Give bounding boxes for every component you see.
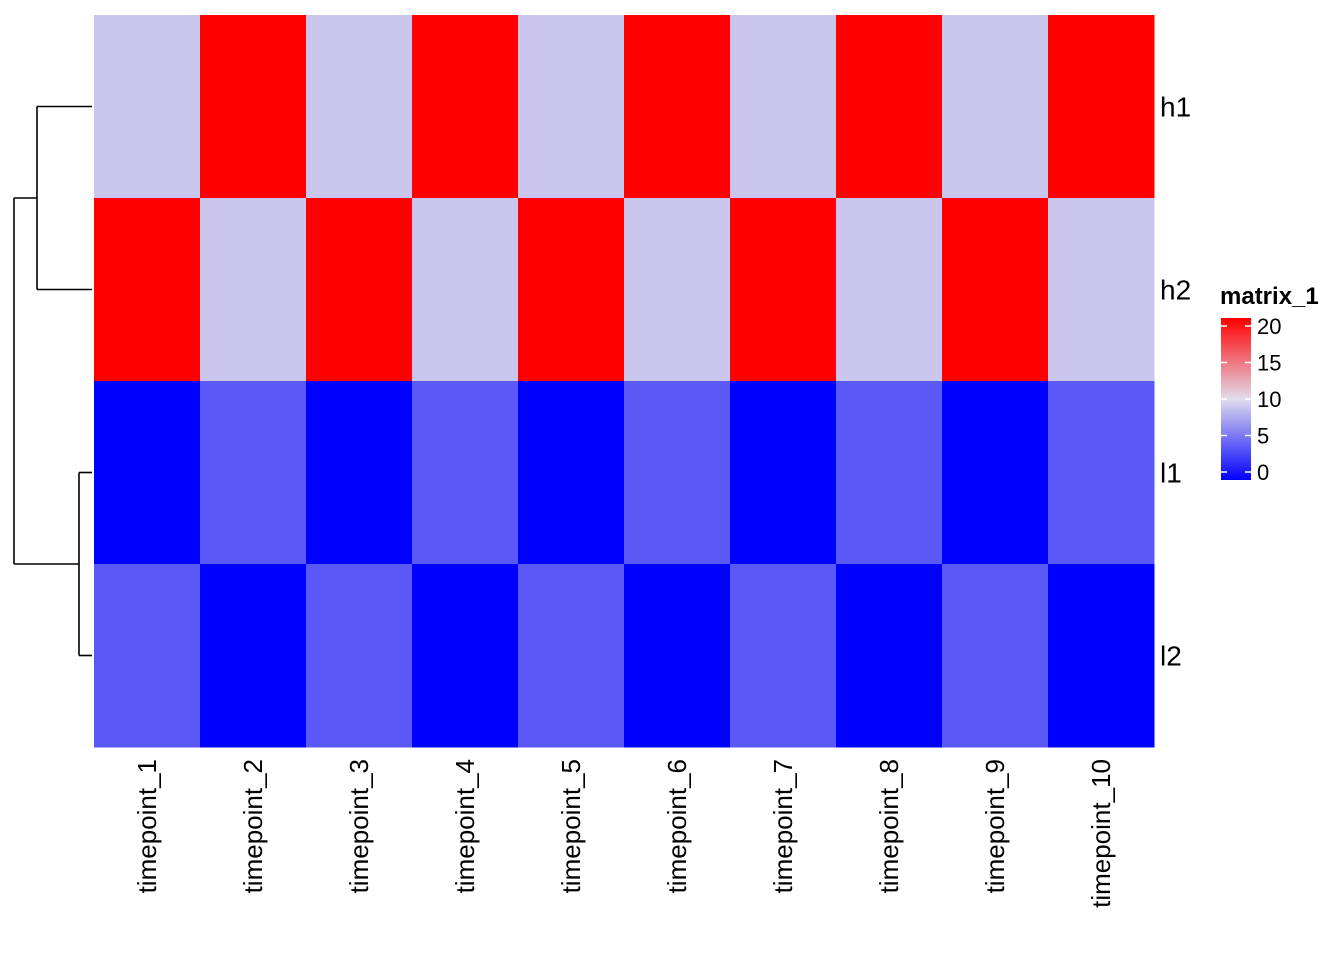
column-label-timepoint_8: timepoint_8 bbox=[874, 759, 904, 893]
heatmap-cell-h1-timepoint_6 bbox=[624, 15, 731, 199]
legend-tick-label-10: 10 bbox=[1257, 387, 1281, 412]
heatmap-cell-l1-timepoint_1 bbox=[94, 381, 201, 565]
legend-tick-label-0: 0 bbox=[1257, 460, 1269, 485]
row-label-l2: l2 bbox=[1160, 641, 1182, 672]
row-label-h1: h1 bbox=[1160, 92, 1191, 123]
heatmap-cell-l1-timepoint_8 bbox=[836, 381, 943, 565]
column-label-timepoint_9: timepoint_9 bbox=[980, 759, 1010, 893]
heatmap-cell-l1-timepoint_5 bbox=[518, 381, 625, 565]
heatmap-cell-h2-timepoint_6 bbox=[624, 198, 731, 382]
heatmap-cell-l2-timepoint_4 bbox=[412, 564, 519, 748]
heatmap-cell-h1-timepoint_4 bbox=[412, 15, 519, 199]
heatmap-cell-l1-timepoint_2 bbox=[200, 381, 307, 565]
heatmap-cell-h1-timepoint_7 bbox=[730, 15, 837, 199]
row-label-h2: h2 bbox=[1160, 275, 1191, 306]
column-label-timepoint_10: timepoint_10 bbox=[1086, 759, 1116, 908]
legend-title: matrix_1 bbox=[1220, 283, 1319, 310]
heatmap-cell-h2-timepoint_7 bbox=[730, 198, 837, 382]
heatmap-cell-l2-timepoint_9 bbox=[942, 564, 1049, 748]
heatmap-cell-h2-timepoint_5 bbox=[518, 198, 625, 382]
heatmap-cell-h2-timepoint_1 bbox=[94, 198, 201, 382]
heatmap-cell-h1-timepoint_2 bbox=[200, 15, 307, 199]
heatmap-cell-l2-timepoint_3 bbox=[306, 564, 413, 748]
heatmap-cell-h1-timepoint_5 bbox=[518, 15, 625, 199]
legend-tick-label-5: 5 bbox=[1257, 424, 1269, 449]
legend-tick-label-15: 15 bbox=[1257, 351, 1281, 376]
column-label-timepoint_3: timepoint_3 bbox=[344, 759, 374, 893]
heatmap-cells bbox=[94, 15, 1155, 748]
heatmap-cell-h1-timepoint_9 bbox=[942, 15, 1049, 199]
heatmap-cell-l1-timepoint_6 bbox=[624, 381, 731, 565]
heatmap-cell-h1-timepoint_8 bbox=[836, 15, 943, 199]
heatmap-cell-h2-timepoint_9 bbox=[942, 198, 1049, 382]
heatmap-cell-l2-timepoint_2 bbox=[200, 564, 307, 748]
heatmap-cell-l1-timepoint_9 bbox=[942, 381, 1049, 565]
heatmap-cell-l2-timepoint_6 bbox=[624, 564, 731, 748]
row-labels: h1 h2 l1 l2 bbox=[1160, 92, 1191, 672]
column-label-timepoint_7: timepoint_7 bbox=[768, 759, 798, 893]
heatmap-cell-l1-timepoint_3 bbox=[306, 381, 413, 565]
column-labels: timepoint_1 timepoint_2 timepoint_3 timepoi… bbox=[132, 759, 1116, 908]
heatmap-cell-h2-timepoint_4 bbox=[412, 198, 519, 382]
heatmap-cell-l2-timepoint_1 bbox=[94, 564, 201, 748]
heatmap-cell-h1-timepoint_10 bbox=[1048, 15, 1155, 199]
column-label-timepoint_6: timepoint_6 bbox=[662, 759, 692, 893]
row-label-l1: l1 bbox=[1160, 458, 1182, 489]
legend-ticks: 0 5 10 15 20 bbox=[1221, 314, 1281, 485]
heatmap-cell-h2-timepoint_3 bbox=[306, 198, 413, 382]
heatmap-cell-h1-timepoint_3 bbox=[306, 15, 413, 199]
column-label-timepoint_1: timepoint_1 bbox=[132, 759, 162, 893]
heatmap-cell-l1-timepoint_10 bbox=[1048, 381, 1155, 565]
heatmap-cell-l2-timepoint_5 bbox=[518, 564, 625, 748]
heatmap-cell-l1-timepoint_4 bbox=[412, 381, 519, 565]
heatmap-cell-l1-timepoint_7 bbox=[730, 381, 837, 565]
heatmap-cell-l2-timepoint_10 bbox=[1048, 564, 1155, 748]
color-legend: matrix_1 0 5 10 15 20 bbox=[1220, 283, 1319, 485]
column-label-timepoint_5: timepoint_5 bbox=[556, 759, 586, 893]
heatmap-cell-h2-timepoint_8 bbox=[836, 198, 943, 382]
heatmap-cell-l2-timepoint_8 bbox=[836, 564, 943, 748]
heatmap-cell-h2-timepoint_10 bbox=[1048, 198, 1155, 382]
heatmap-cell-h2-timepoint_2 bbox=[200, 198, 307, 382]
legend-tick-label-20: 20 bbox=[1257, 314, 1281, 339]
column-label-timepoint_4: timepoint_4 bbox=[450, 759, 480, 893]
column-label-timepoint_2: timepoint_2 bbox=[238, 759, 268, 893]
heatmap-cell-l2-timepoint_7 bbox=[730, 564, 837, 748]
row-dendrogram bbox=[13, 105, 92, 657]
heatmap-cell-h1-timepoint_1 bbox=[94, 15, 201, 199]
